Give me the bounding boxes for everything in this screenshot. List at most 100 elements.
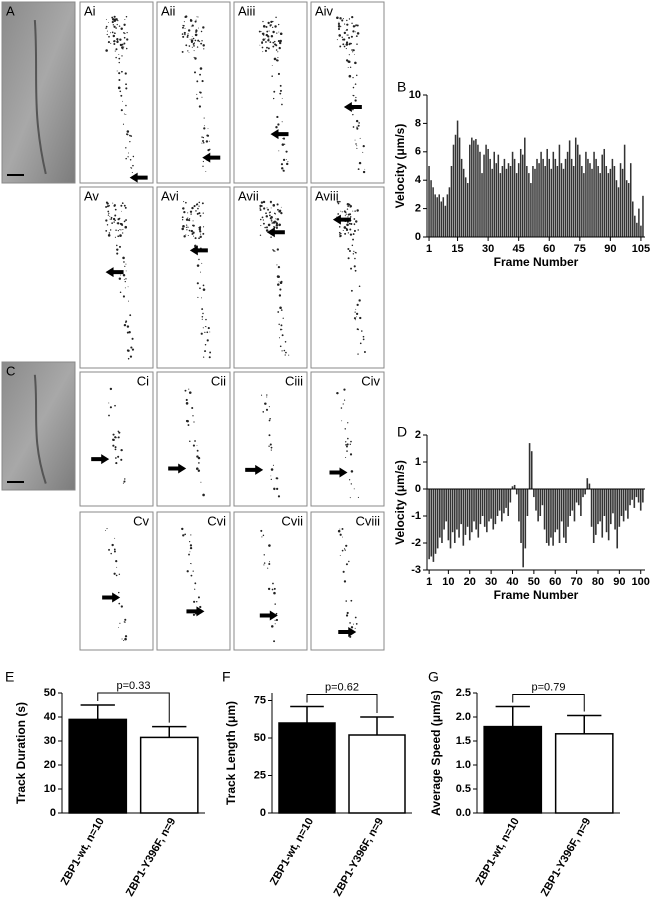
bar xyxy=(603,489,606,516)
bar xyxy=(614,489,616,530)
particle xyxy=(356,145,358,147)
particle xyxy=(339,555,341,556)
particle xyxy=(349,228,352,231)
particle xyxy=(186,224,188,226)
particle xyxy=(199,91,202,94)
particle xyxy=(113,572,116,575)
bar xyxy=(623,144,626,237)
particle xyxy=(354,311,356,313)
particle xyxy=(349,66,352,68)
particle xyxy=(118,627,119,629)
particle xyxy=(123,261,125,263)
bar xyxy=(599,489,601,522)
particle xyxy=(116,566,118,568)
bar xyxy=(517,163,520,237)
particle xyxy=(263,562,266,564)
particle xyxy=(201,318,203,320)
particle xyxy=(336,391,339,395)
bar xyxy=(554,489,557,533)
particle xyxy=(273,640,276,643)
bar xyxy=(609,168,612,237)
bar xyxy=(487,148,489,237)
particle xyxy=(122,48,124,50)
particle xyxy=(189,38,191,40)
particle xyxy=(336,200,339,203)
particle xyxy=(350,216,352,218)
image-frame xyxy=(156,371,231,507)
particle xyxy=(359,137,361,139)
particle xyxy=(195,210,197,212)
bar xyxy=(587,158,589,237)
bar xyxy=(430,489,433,557)
particle xyxy=(121,638,123,640)
x-tick-label: ZBP1-Y396F, n=9 xyxy=(124,816,179,899)
y-tick-label: 10 xyxy=(44,783,56,795)
particle xyxy=(190,534,192,536)
image-frame xyxy=(79,1,154,184)
bar xyxy=(586,478,589,489)
particle xyxy=(345,43,349,46)
particle xyxy=(127,357,130,360)
particle xyxy=(270,20,273,24)
particle xyxy=(264,226,266,229)
particle xyxy=(358,161,362,165)
bar xyxy=(581,166,583,237)
particle xyxy=(190,574,193,577)
bar xyxy=(430,180,432,237)
particle xyxy=(350,35,353,38)
bar xyxy=(515,489,518,495)
bar xyxy=(607,173,610,237)
particle xyxy=(123,36,126,39)
x-tick-label: 1 xyxy=(426,576,432,588)
particle xyxy=(116,252,119,255)
particle xyxy=(348,18,351,20)
particle xyxy=(269,417,271,420)
particle xyxy=(350,223,353,225)
particle xyxy=(200,233,202,235)
particle xyxy=(131,348,135,351)
particle xyxy=(123,220,126,223)
y-tick-label: 0 xyxy=(415,483,421,495)
bar xyxy=(445,489,448,522)
particle xyxy=(105,19,107,20)
particle xyxy=(204,350,207,353)
particle xyxy=(125,114,127,116)
particle xyxy=(274,619,276,621)
x-tick-label: ZBP1-Y396F, n=9 xyxy=(332,816,387,899)
particle xyxy=(119,291,122,294)
bar xyxy=(511,486,514,489)
bar xyxy=(485,144,487,237)
particle xyxy=(351,15,354,19)
bar xyxy=(591,168,593,237)
bar xyxy=(462,168,465,237)
bar xyxy=(593,151,595,237)
particle xyxy=(129,134,131,137)
particle xyxy=(201,80,204,83)
bar xyxy=(573,489,576,522)
particle xyxy=(267,47,270,50)
particle xyxy=(355,623,358,625)
particle xyxy=(349,42,352,45)
particle xyxy=(193,45,195,47)
bar xyxy=(607,489,610,541)
bar xyxy=(447,489,450,541)
particle xyxy=(199,214,202,217)
particle xyxy=(356,303,359,307)
particle xyxy=(199,605,202,609)
particle xyxy=(355,252,357,254)
bar xyxy=(627,183,630,237)
particle xyxy=(117,230,119,232)
x-tick-label: ZBP1-wt, n=10 xyxy=(59,816,107,887)
y-tick-label: 20 xyxy=(44,759,56,771)
particle xyxy=(348,222,351,225)
y-axis-label: Velocity (μm/s) xyxy=(393,460,407,545)
particle xyxy=(123,42,126,45)
particle xyxy=(181,50,184,53)
y-axis-label: Velocity (μm/s) xyxy=(393,124,407,209)
particle xyxy=(193,42,196,44)
bar xyxy=(580,489,582,516)
particle xyxy=(201,315,204,318)
bar xyxy=(503,489,505,514)
y-axis-label: Track Duration (s) xyxy=(14,702,28,804)
particle xyxy=(201,142,203,144)
